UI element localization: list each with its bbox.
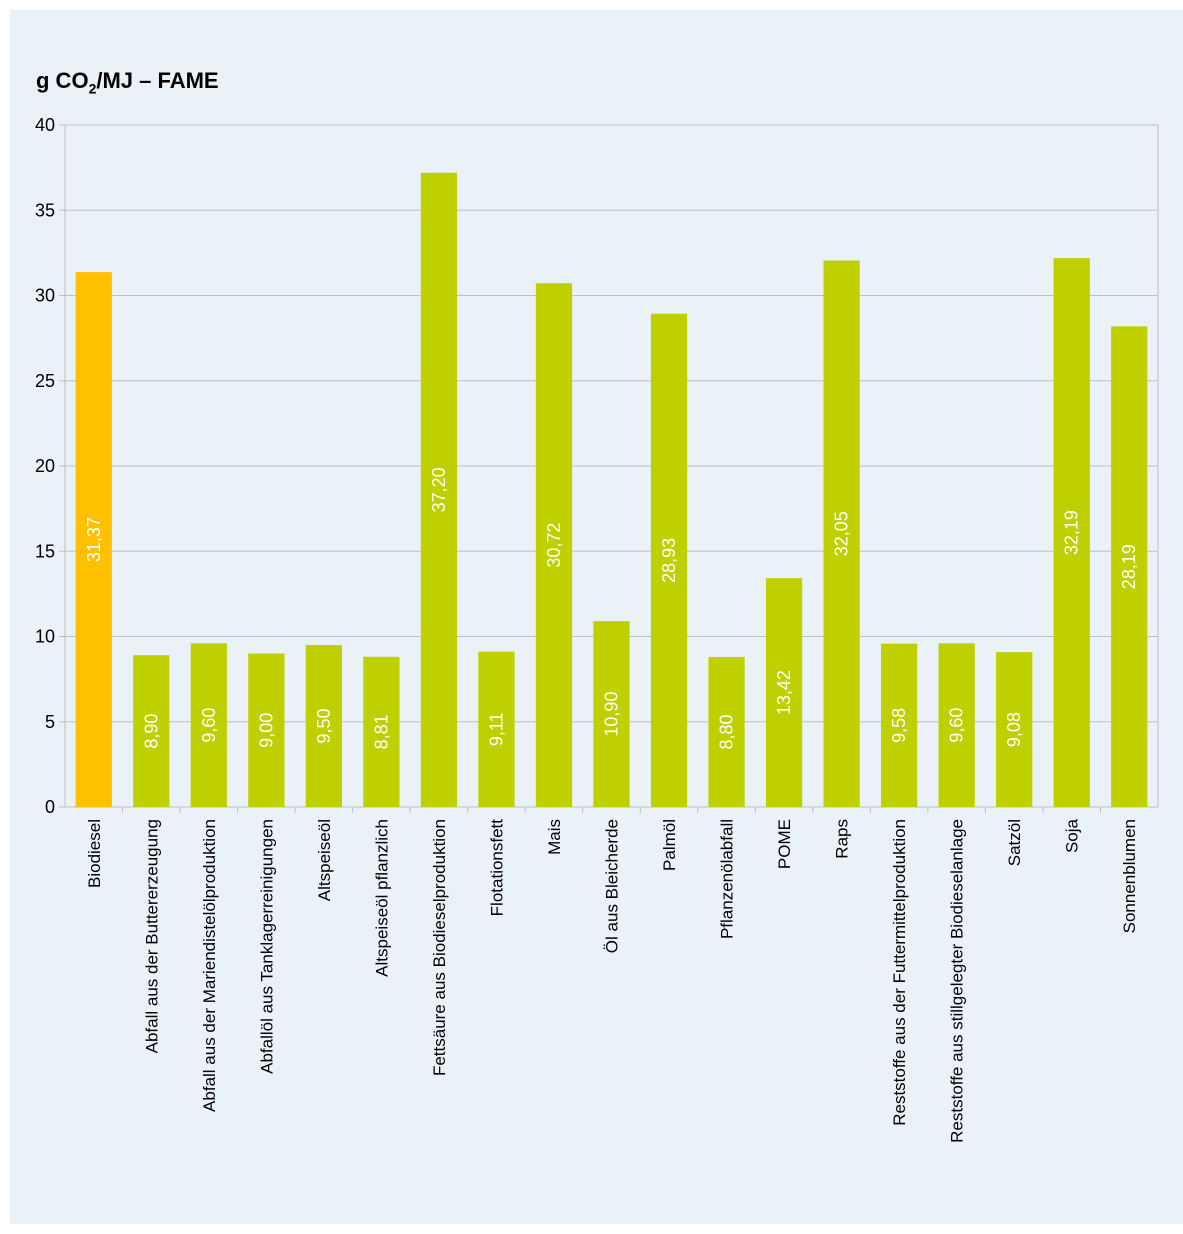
category-label-0: Biodiesel: [85, 819, 104, 888]
bar-1: [133, 655, 170, 807]
data-label-0: 31,37: [84, 517, 104, 562]
bar-16: [996, 652, 1033, 807]
bar-10: [650, 313, 688, 807]
category-label-4: Altspeiseöl: [315, 819, 334, 901]
data-label-10: 28,93: [659, 538, 679, 583]
y-tick-label-30: 30: [35, 286, 55, 306]
data-label-1: 8,90: [141, 714, 161, 749]
y-tick-label-20: 20: [35, 456, 55, 476]
bar-3: [248, 653, 285, 807]
y-tick-label-25: 25: [35, 371, 55, 391]
data-label-4: 9,50: [314, 708, 334, 743]
data-label-12: 13,42: [774, 670, 794, 715]
data-label-15: 9,60: [947, 708, 967, 743]
bar-15: [938, 643, 975, 807]
data-label-17: 32,19: [1062, 510, 1082, 555]
category-label-8: Mais: [545, 819, 564, 855]
bar-7: [478, 651, 515, 807]
bar-11: [708, 656, 745, 807]
y-tick-label-10: 10: [35, 627, 55, 647]
category-label-3: Abfallöl aus Tanklagerreinigungen: [257, 819, 276, 1074]
bar-2: [190, 643, 227, 807]
category-label-1: Abfall aus der Buttererzeugung: [142, 819, 161, 1053]
category-label-12: POME: [775, 819, 794, 869]
data-label-3: 9,00: [256, 713, 276, 748]
data-label-7: 9,11: [486, 712, 506, 746]
category-label-6: Fettsäure aus Biodieselproduktion: [430, 819, 449, 1076]
category-label-15: Reststoffe aus stillgelegter Biodieselan…: [948, 819, 967, 1143]
data-label-2: 9,60: [199, 708, 219, 743]
chart-panel: g CO2/MJ – FAME 0 5 10 15 20 25 30 35 40 31,37 Bio…: [10, 10, 1183, 1224]
bar-5: [363, 656, 400, 807]
bar-4: [305, 645, 342, 807]
bar-12: [765, 578, 803, 807]
category-label-17: Soja: [1063, 818, 1082, 853]
data-label-8: 30,72: [544, 523, 564, 568]
category-label-9: Öl aus Bleicherde: [603, 819, 622, 953]
category-label-7: Flotationsfett: [487, 819, 506, 917]
y-tick-label-35: 35: [35, 200, 55, 220]
data-label-11: 8,80: [717, 714, 737, 749]
y-tick-label-15: 15: [35, 541, 55, 561]
bar-0: [75, 272, 112, 808]
category-label-11: Pflanzenölabfall: [718, 819, 737, 939]
bar-chart: 0 5 10 15 20 25 30 35 40 31,37 Biodiesel 8,90 Abfall…: [35, 115, 1159, 1143]
data-label-14: 9,58: [889, 708, 909, 743]
category-label-2: Abfall aus der Mariendistelölproduktion: [200, 819, 219, 1112]
category-label-14: Reststoffe aus der Futtermittelproduktio…: [890, 819, 909, 1126]
bar-9: [593, 621, 630, 807]
category-label-18: Sonnenblumen: [1120, 819, 1139, 933]
bar-8: [535, 283, 573, 807]
category-label-10: Palmöl: [660, 819, 679, 871]
category-label-13: Raps: [833, 819, 852, 859]
data-label-16: 9,08: [1004, 712, 1024, 747]
data-label-13: 32,05: [832, 511, 852, 556]
bar-14: [881, 643, 918, 807]
y-tick-label-0: 0: [45, 797, 55, 817]
data-label-5: 8,81: [371, 714, 391, 749]
bar-18: [1111, 326, 1148, 807]
chart-title: g CO2/MJ – FAME: [36, 68, 219, 97]
bar-6: [420, 172, 458, 808]
y-tick-label-5: 5: [45, 712, 55, 732]
data-label-6: 37,20: [429, 467, 449, 512]
y-tick-label-40: 40: [35, 115, 55, 135]
data-label-18: 28,19: [1119, 544, 1139, 589]
category-label-5: Altspeiseöl pflanzlich: [372, 819, 391, 977]
bar-17: [1053, 258, 1090, 807]
bar-13: [823, 260, 860, 807]
data-label-9: 10,90: [602, 692, 622, 737]
category-label-16: Satzöl: [1005, 819, 1024, 866]
